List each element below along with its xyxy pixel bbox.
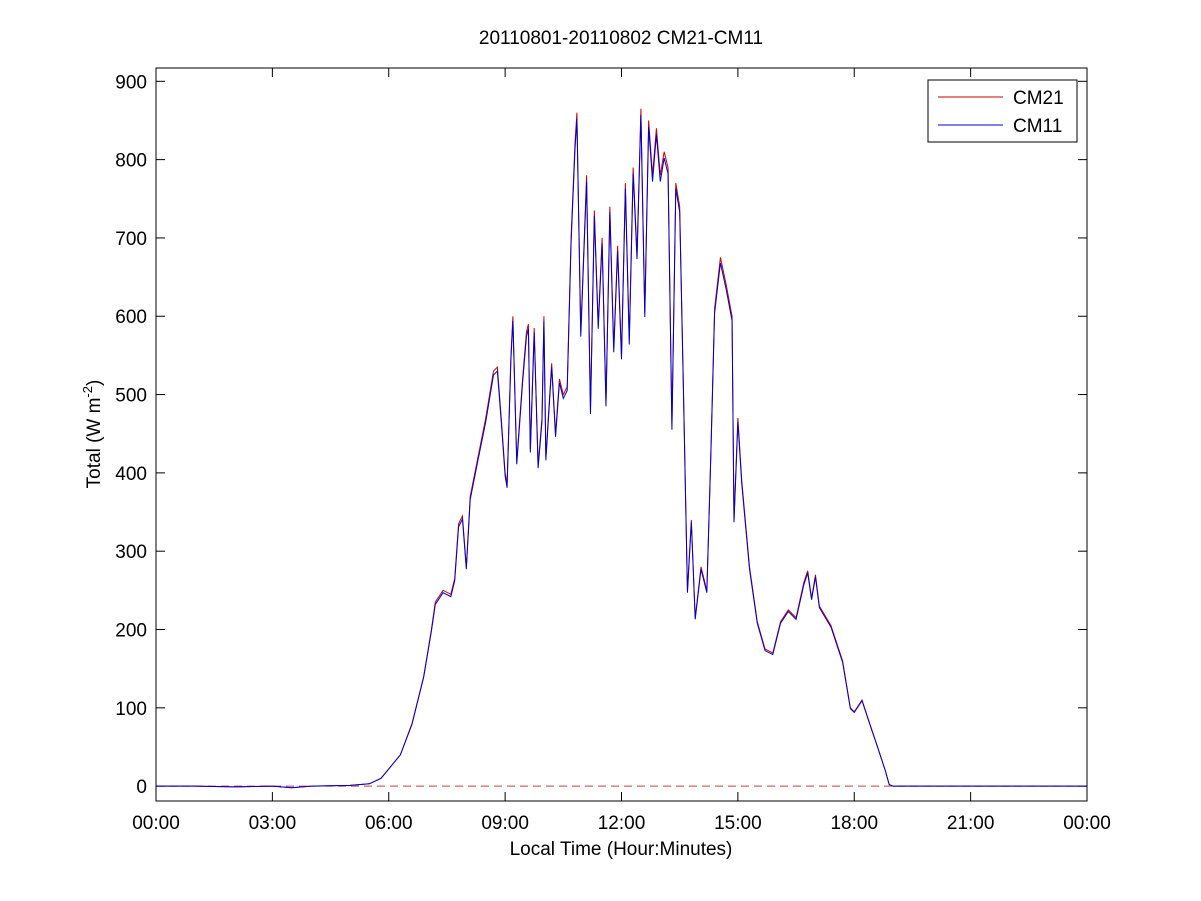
y-tick-label: 200 (115, 620, 147, 641)
legend-label: CM11 (1013, 116, 1062, 137)
y-tick-label: 100 (115, 699, 147, 720)
x-tick-label: 03:00 (249, 813, 297, 834)
y-axis-label: Total (W m-2) (80, 380, 105, 489)
chart-title: 20110801-20110802 CM21-CM11 (479, 28, 763, 49)
x-tick-label: 12:00 (598, 813, 646, 834)
y-tick-label: 0 (136, 777, 147, 798)
x-tick-label: 00:00 (1063, 813, 1111, 834)
y-tick-label: 400 (115, 464, 147, 485)
y-label-end: ) (84, 380, 105, 386)
y-tick-label: 900 (115, 72, 147, 93)
y-tick-label: 700 (115, 229, 147, 250)
x-tick-label: 00:00 (132, 813, 180, 834)
y-label-text: Total (W m (84, 398, 105, 489)
series-line (156, 114, 1087, 789)
y-tick-label: 600 (115, 307, 147, 328)
x-tick-label: 18:00 (830, 813, 878, 834)
series-line (156, 108, 1087, 789)
y-tick-label: 800 (115, 151, 147, 172)
legend-label: CM21 (1013, 88, 1064, 109)
x-tick-label: 15:00 (714, 813, 762, 834)
x-tick-label: 09:00 (481, 813, 529, 834)
legend-box (927, 79, 1078, 143)
x-tick-label: 06:00 (365, 813, 413, 834)
y-tick-label: 300 (115, 542, 147, 563)
plot-frame (155, 67, 1088, 802)
x-tick-label: 21:00 (947, 813, 995, 834)
y-tick-label: 500 (115, 386, 147, 407)
y-label-sup: -2 (80, 386, 95, 398)
x-axis-label: Local Time (Hour:Minutes) (510, 839, 733, 860)
